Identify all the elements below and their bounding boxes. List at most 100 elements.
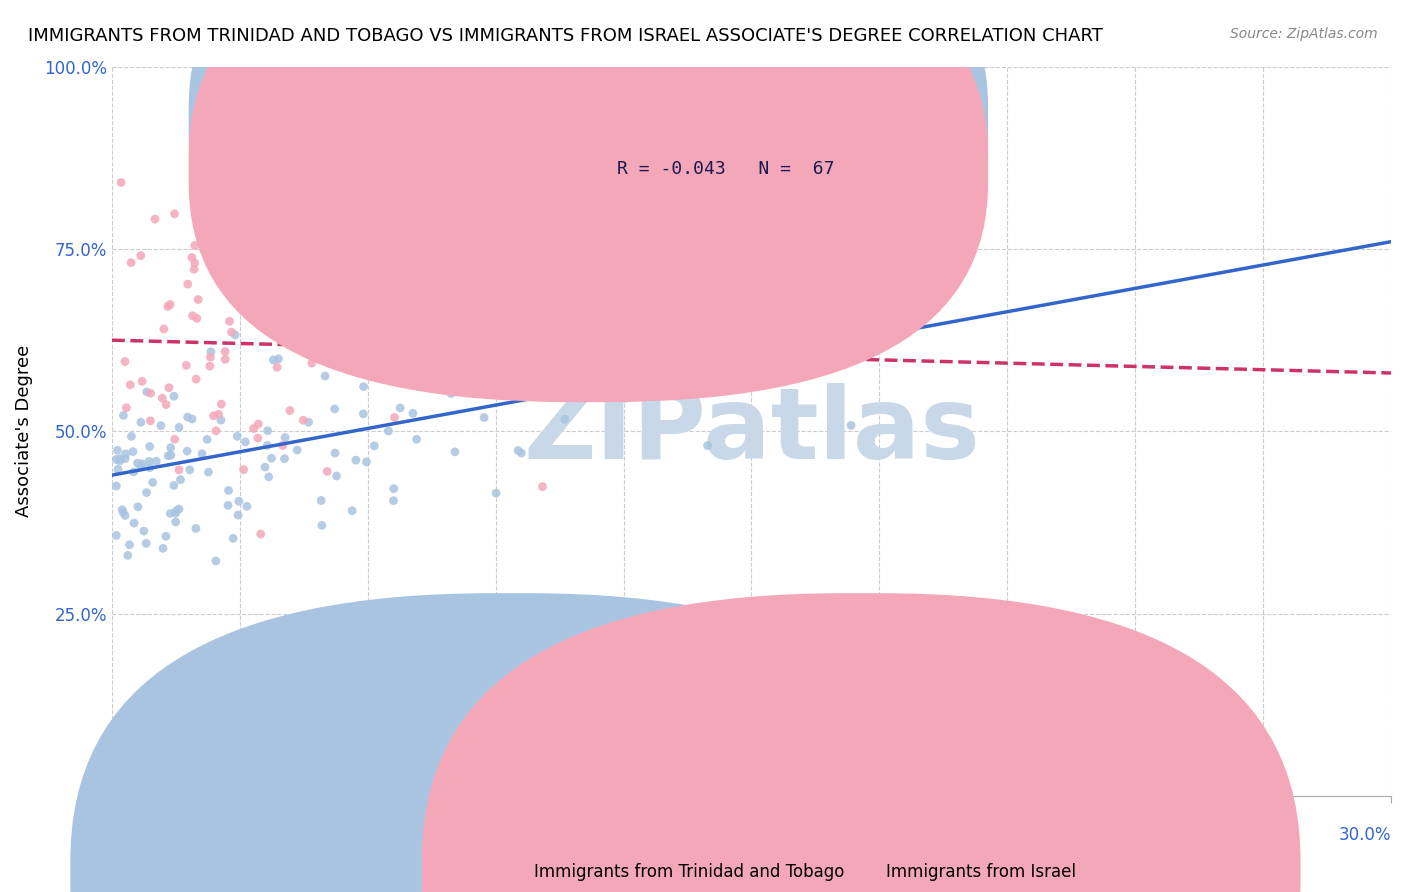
Point (155, 398, 177, 412)
Point (273, 155, 295, 169)
Point (699, 385, 721, 400)
Point (149, 418, 172, 433)
Point (142, 475, 165, 490)
Point (112, 409, 135, 423)
Point (353, 343, 375, 358)
Point (247, 417, 270, 431)
Point (377, 424, 399, 438)
Point (197, 465, 219, 479)
Point (224, 328, 246, 343)
Point (169, 473, 191, 487)
Point (256, 438, 278, 452)
Point (323, 401, 346, 416)
Point (107, 462, 129, 476)
Y-axis label: Associate's Degree: Associate's Degree (15, 345, 32, 517)
Point (120, 255, 142, 269)
Point (112, 505, 135, 519)
Point (108, 451, 131, 466)
Text: 0.0%: 0.0% (112, 826, 153, 844)
Point (531, 480, 554, 494)
Point (214, 344, 236, 359)
Point (262, 353, 284, 368)
Point (382, 493, 405, 508)
Point (614, 392, 637, 406)
Point (145, 454, 167, 468)
Point (131, 374, 153, 388)
Text: R =  0.341   N = 114: R = 0.341 N = 114 (617, 112, 835, 130)
Point (405, 433, 427, 447)
Point (266, 360, 288, 375)
Point (176, 410, 198, 425)
FancyBboxPatch shape (188, 0, 988, 402)
Point (363, 439, 385, 453)
Point (382, 482, 405, 496)
Point (377, 304, 399, 318)
Point (184, 256, 207, 270)
Point (217, 499, 239, 513)
Point (195, 433, 218, 447)
Point (156, 300, 179, 314)
Point (139, 440, 162, 454)
Point (253, 460, 276, 475)
Point (690, 235, 713, 250)
Point (274, 430, 297, 444)
Point (127, 500, 149, 514)
Point (115, 401, 138, 415)
Point (135, 485, 157, 500)
FancyBboxPatch shape (547, 103, 956, 209)
Point (176, 444, 198, 458)
Point (184, 372, 207, 386)
Point (273, 451, 295, 466)
Point (209, 397, 232, 411)
Point (159, 441, 181, 455)
Point (257, 470, 280, 484)
Point (191, 447, 214, 461)
Point (160, 448, 183, 462)
Point (110, 176, 132, 190)
Point (260, 451, 283, 466)
Point (159, 297, 181, 311)
Point (221, 325, 243, 339)
Point (353, 379, 375, 393)
Point (139, 460, 162, 475)
Point (120, 429, 142, 443)
Point (323, 446, 346, 460)
Point (384, 410, 406, 425)
Text: ZIPatlas: ZIPatlas (523, 383, 980, 480)
Point (510, 446, 533, 460)
Point (292, 413, 315, 427)
Point (607, 370, 630, 384)
Point (839, 418, 862, 433)
Point (167, 463, 190, 477)
Point (132, 524, 155, 538)
Point (184, 238, 207, 252)
Point (114, 451, 136, 466)
Point (291, 315, 314, 329)
Point (267, 351, 290, 366)
Point (165, 506, 187, 520)
Point (269, 330, 291, 344)
Point (242, 421, 264, 435)
Point (235, 434, 257, 449)
Point (472, 410, 495, 425)
Point (135, 536, 157, 550)
Point (316, 465, 339, 479)
Point (222, 532, 245, 546)
Point (342, 504, 364, 518)
Point (139, 386, 162, 401)
Point (108, 454, 131, 468)
Point (184, 521, 207, 535)
Point (165, 504, 187, 518)
Point (506, 443, 529, 458)
Point (127, 456, 149, 470)
Point (181, 309, 204, 323)
Point (198, 359, 221, 373)
Text: 30.0%: 30.0% (1339, 826, 1391, 844)
Text: Source: ZipAtlas.com: Source: ZipAtlas.com (1230, 27, 1378, 41)
Text: R = -0.043   N =  67: R = -0.043 N = 67 (617, 160, 835, 178)
Point (389, 401, 412, 415)
FancyBboxPatch shape (188, 0, 988, 355)
Point (152, 541, 174, 556)
Point (232, 462, 254, 476)
Point (135, 384, 157, 399)
